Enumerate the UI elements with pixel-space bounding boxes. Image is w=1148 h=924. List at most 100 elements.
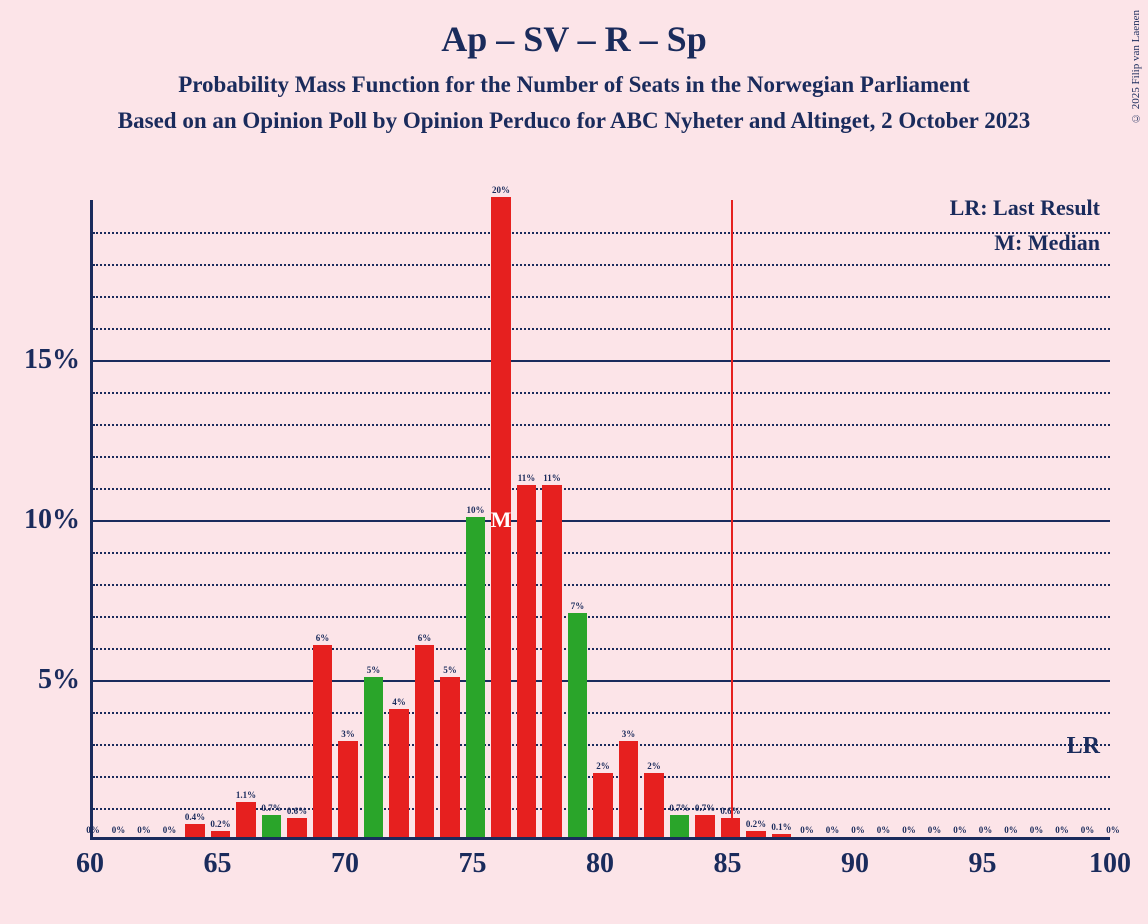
copyright-notice: © 2025 Filip van Laenen xyxy=(1130,10,1142,124)
median-marker: M xyxy=(491,507,512,533)
bar-label: 0.7% xyxy=(261,803,281,813)
bar-label: 2% xyxy=(596,761,610,771)
bar xyxy=(542,485,561,837)
bar xyxy=(415,645,434,837)
bar-label: 0.1% xyxy=(771,822,791,832)
bar-label: 0% xyxy=(163,825,177,835)
bar xyxy=(568,613,587,837)
gridline-minor xyxy=(93,552,1110,554)
bar-label: 7% xyxy=(571,601,585,611)
bar xyxy=(389,709,408,837)
bar-label: 0% xyxy=(928,825,942,835)
gridline-minor xyxy=(93,648,1110,650)
bar xyxy=(262,815,281,837)
bar xyxy=(440,677,459,837)
bar-label: 6% xyxy=(418,633,432,643)
gridline-minor xyxy=(93,424,1110,426)
x-axis-label: 70 xyxy=(331,848,359,880)
bar-label: 0.6% xyxy=(287,806,307,816)
gridline-minor xyxy=(93,712,1110,714)
bar xyxy=(287,818,306,837)
bar-label: 0% xyxy=(826,825,840,835)
bar xyxy=(746,831,765,837)
bar xyxy=(185,824,204,837)
x-axis-label: 65 xyxy=(204,848,232,880)
gridline-major xyxy=(93,360,1110,362)
bar-label: 0.7% xyxy=(695,803,715,813)
gridline-minor xyxy=(93,488,1110,490)
bar-label: 0% xyxy=(800,825,814,835)
bar xyxy=(364,677,383,837)
bar xyxy=(517,485,536,837)
bar-label: 0% xyxy=(1081,825,1095,835)
last-result-marker: LR xyxy=(1067,733,1100,760)
bar xyxy=(313,645,332,837)
bar xyxy=(236,802,255,837)
bar-label: 0% xyxy=(953,825,967,835)
chart-subtitle: Probability Mass Function for the Number… xyxy=(0,60,1148,98)
x-axis-label: 90 xyxy=(841,848,869,880)
bar-label: 0.2% xyxy=(210,819,230,829)
plot: 0%0%0%0%0.4%0.2%1.1%0.7%0.6%6%3%5%4%6%5%… xyxy=(90,200,1110,840)
bar xyxy=(211,831,230,837)
bar-label: 0% xyxy=(137,825,151,835)
bar-label: 0.7% xyxy=(669,803,689,813)
bar-label: 3% xyxy=(341,729,355,739)
last-result-line xyxy=(731,200,733,837)
bar xyxy=(619,741,638,837)
gridline-minor xyxy=(93,296,1110,298)
bar-label: 2% xyxy=(647,761,661,771)
gridline-minor xyxy=(93,328,1110,330)
bar-label: 0% xyxy=(902,825,916,835)
bar-label: 0% xyxy=(1030,825,1044,835)
gridline-minor xyxy=(93,232,1110,234)
bar-label: 0% xyxy=(1106,825,1120,835)
x-axis-label: 80 xyxy=(586,848,614,880)
gridline-minor xyxy=(93,456,1110,458)
bar-label: 0% xyxy=(1055,825,1069,835)
chart-area: 0%0%0%0%0.4%0.2%1.1%0.7%0.6%6%3%5%4%6%5%… xyxy=(90,200,1110,840)
x-axis-label: 60 xyxy=(76,848,104,880)
x-axis-label: 100 xyxy=(1089,848,1131,880)
gridline-minor xyxy=(93,584,1110,586)
bar-label: 4% xyxy=(392,697,406,707)
y-axis-label: 10% xyxy=(24,504,80,536)
chart-source: Based on an Opinion Poll by Opinion Perd… xyxy=(0,98,1148,134)
y-axis-label: 15% xyxy=(24,344,80,376)
bar-label: 0% xyxy=(979,825,993,835)
bar-label: 0% xyxy=(877,825,891,835)
x-axis-label: 75 xyxy=(459,848,487,880)
legend-m: M: Median xyxy=(994,230,1100,256)
gridline-minor xyxy=(93,392,1110,394)
bar-label: 0% xyxy=(1004,825,1018,835)
bar-label: 20% xyxy=(492,185,510,195)
bar xyxy=(466,517,485,837)
bar xyxy=(644,773,663,837)
bar xyxy=(670,815,689,837)
bar-label: 0.4% xyxy=(185,812,205,822)
bar-label: 3% xyxy=(622,729,636,739)
bar-label: 0.2% xyxy=(746,819,766,829)
bar xyxy=(772,834,791,837)
legend-lr: LR: Last Result xyxy=(950,195,1100,221)
bar-label: 6% xyxy=(316,633,330,643)
y-axis-label: 5% xyxy=(38,664,80,696)
gridline-minor xyxy=(93,616,1110,618)
gridline-major xyxy=(93,520,1110,522)
bar-label: 5% xyxy=(443,665,457,675)
bar xyxy=(338,741,357,837)
x-axis-label: 95 xyxy=(969,848,997,880)
bar-label: 11% xyxy=(518,473,536,483)
gridline-major xyxy=(93,680,1110,682)
bar xyxy=(593,773,612,837)
bar xyxy=(695,815,714,837)
chart-title: Ap – SV – R – Sp xyxy=(0,0,1148,60)
bar-label: 10% xyxy=(467,505,485,515)
bar-label: 0% xyxy=(851,825,865,835)
x-axis-label: 85 xyxy=(714,848,742,880)
bar-label: 0% xyxy=(112,825,126,835)
gridline-minor xyxy=(93,744,1110,746)
bar-label: 11% xyxy=(543,473,561,483)
gridline-minor xyxy=(93,264,1110,266)
bar-label: 0% xyxy=(86,825,100,835)
